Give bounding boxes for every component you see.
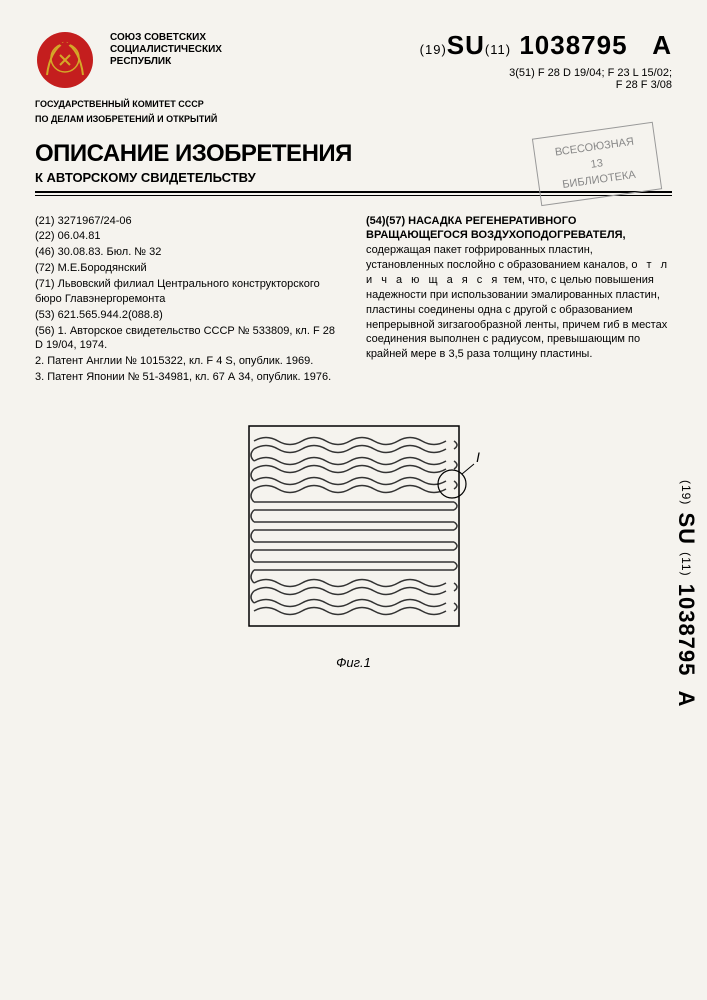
org-line-1: СОЮЗ СОВЕТСКИХ [110,32,338,44]
committee-line-1: ГОСУДАРСТВЕННЫЙ КОМИТЕТ СССР [35,99,672,110]
field-71: (71) Львовский филиал Центрального конст… [35,277,341,307]
field-22: (22) 06.04.81 [35,229,341,244]
org-line-3: РЕСПУБЛИК [110,56,338,68]
abstract-body-1: содержащая пакет гофрированных пластин, … [366,244,631,271]
field-56-2: 2. Патент Англии № 1015322, кл. F 4 S, о… [35,354,341,369]
field-53: (53) 621.565.944.2(088.8) [35,308,341,323]
bibliographic-column: (21) 3271967/24-06 (22) 06.04.81 (46) 30… [35,214,341,386]
figure-caption: Фиг.1 [35,655,672,670]
publication-number: (19)SU(11) 1038795 A [353,30,672,61]
library-stamp: ВСЕСОЮЗНАЯ 13 БИБЛИОТЕКА [531,122,661,206]
abstract-title: (54)(57) НАСАДКА РЕГЕНЕРАТИВНОГО ВРАЩАЮЩ… [366,215,626,242]
committee-line-2: ПО ДЕЛАМ ИЗОБРЕТЕНИЙ И ОТКРЫТИЙ [35,114,672,125]
field-56-1: (56) 1. Авторское свидетельство СССР № 5… [35,324,341,354]
abstract-body-2: тем, что, с целью повышения надежности п… [366,274,667,360]
org-line-2: СОЦИАЛИСТИЧЕСКИХ [110,44,338,56]
side-publication-number: (19) SU (11) 1038795 A [673,480,699,708]
field-56-3: 3. Патент Японии № 51-34981, кл. 67 А 34… [35,370,341,385]
detail-label: I [476,449,480,465]
field-46: (46) 30.08.83. Бюл. № 32 [35,245,341,260]
field-72: (72) М.Е.Бородянский [35,261,341,276]
abstract-column: (54)(57) НАСАДКА РЕГЕНЕРАТИВНОГО ВРАЩАЮЩ… [366,214,672,386]
figure-1: I Фиг.1 [35,416,672,670]
field-21: (21) 3271967/24-06 [35,214,341,229]
classification-codes: 3(51) F 28 D 19/04; F 23 L 15/02; F 28 F… [353,67,672,91]
ussr-emblem [35,30,95,90]
